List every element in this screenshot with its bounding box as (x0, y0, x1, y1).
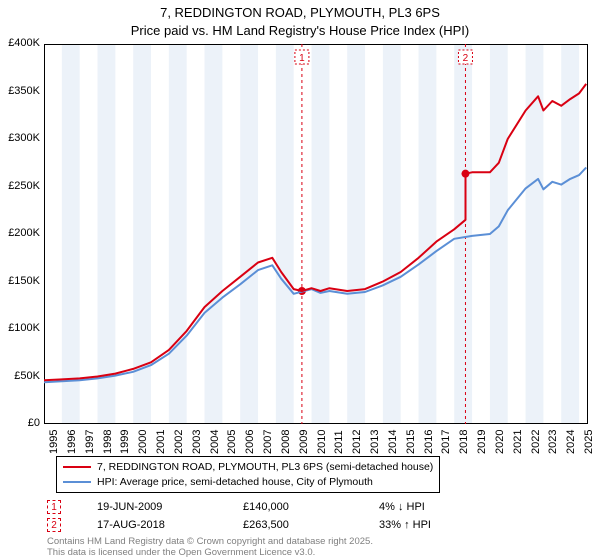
copyright-line1: Contains HM Land Registry data © Crown c… (47, 536, 373, 547)
plot-svg: 12 (44, 44, 588, 424)
x-tick-label: 2018 (458, 430, 470, 454)
x-tick-label: 2024 (565, 430, 577, 454)
svg-text:2: 2 (463, 53, 469, 64)
y-tick-label: £400K (0, 37, 40, 49)
x-tick-label: 2014 (387, 430, 399, 454)
x-tick-label: 2001 (155, 430, 167, 454)
x-tick-label: 2006 (244, 430, 256, 454)
legend-item: 7, REDDINGTON ROAD, PLYMOUTH, PL3 6PS (s… (63, 460, 433, 475)
chart-title: 7, REDDINGTON ROAD, PLYMOUTH, PL3 6PS Pr… (0, 0, 600, 39)
x-tick-label: 2005 (226, 430, 238, 454)
sale-row: 1 19-JUN-2009 £140,000 4% ↓ HPI (47, 498, 489, 516)
x-tick-label: 2003 (191, 430, 203, 454)
y-tick-label: £50K (0, 370, 40, 382)
sale-price: £263,500 (243, 519, 343, 531)
x-tick-label: 2017 (440, 430, 452, 454)
x-tick-label: 2012 (351, 430, 363, 454)
x-tick-label: 2023 (547, 430, 559, 454)
sale-marker-icon: 1 (47, 500, 61, 514)
x-tick-label: 2022 (530, 430, 542, 454)
legend-label: 7, REDDINGTON ROAD, PLYMOUTH, PL3 6PS (s… (97, 460, 433, 475)
x-tick-label: 1996 (66, 430, 78, 454)
sales-table: 1 19-JUN-2009 £140,000 4% ↓ HPI 2 17-AUG… (47, 498, 489, 534)
title-line1: 7, REDDINGTON ROAD, PLYMOUTH, PL3 6PS (0, 4, 600, 22)
y-tick-label: £350K (0, 85, 40, 97)
legend-label: HPI: Average price, semi-detached house,… (97, 475, 373, 490)
x-tick-label: 2020 (494, 430, 506, 454)
x-tick-label: 2025 (583, 430, 595, 454)
sale-date: 19-JUN-2009 (97, 501, 207, 513)
title-line2: Price paid vs. HM Land Registry's House … (0, 22, 600, 40)
legend: 7, REDDINGTON ROAD, PLYMOUTH, PL3 6PS (s… (56, 456, 440, 493)
sale-delta: 4% ↓ HPI (379, 501, 489, 513)
sale-delta: 33% ↑ HPI (379, 519, 489, 531)
x-tick-label: 2011 (333, 430, 345, 454)
x-tick-label: 1995 (48, 430, 60, 454)
copyright-line2: This data is licensed under the Open Gov… (47, 547, 373, 558)
x-tick-label: 2010 (316, 430, 328, 454)
x-tick-label: 2000 (137, 430, 149, 454)
x-tick-label: 1997 (84, 430, 96, 454)
x-tick-label: 2019 (476, 430, 488, 454)
x-tick-label: 2009 (298, 430, 310, 454)
x-tick-label: 2008 (280, 430, 292, 454)
x-tick-label: 2013 (369, 430, 381, 454)
sale-date: 17-AUG-2018 (97, 519, 207, 531)
plot-area: 12 (44, 44, 588, 424)
y-tick-label: £250K (0, 180, 40, 192)
x-tick-label: 1998 (102, 430, 114, 454)
y-tick-label: £100K (0, 322, 40, 334)
x-tick-label: 2015 (405, 430, 417, 454)
x-tick-label: 1999 (119, 430, 131, 454)
x-tick-label: 2021 (512, 430, 524, 454)
y-tick-label: £150K (0, 275, 40, 287)
svg-text:1: 1 (299, 53, 305, 64)
legend-item: HPI: Average price, semi-detached house,… (63, 475, 433, 490)
x-tick-label: 2016 (423, 430, 435, 454)
y-tick-label: £300K (0, 132, 40, 144)
sale-price: £140,000 (243, 501, 343, 513)
chart-container: 7, REDDINGTON ROAD, PLYMOUTH, PL3 6PS Pr… (0, 0, 600, 560)
x-tick-label: 2004 (209, 430, 221, 454)
legend-swatch (63, 481, 91, 483)
sale-marker-icon: 2 (47, 518, 61, 532)
y-tick-label: £200K (0, 227, 40, 239)
x-tick-label: 2007 (262, 430, 274, 454)
y-tick-label: £0 (0, 417, 40, 429)
copyright: Contains HM Land Registry data © Crown c… (47, 536, 373, 559)
sale-row: 2 17-AUG-2018 £263,500 33% ↑ HPI (47, 516, 489, 534)
legend-swatch (63, 466, 91, 468)
x-tick-label: 2002 (173, 430, 185, 454)
